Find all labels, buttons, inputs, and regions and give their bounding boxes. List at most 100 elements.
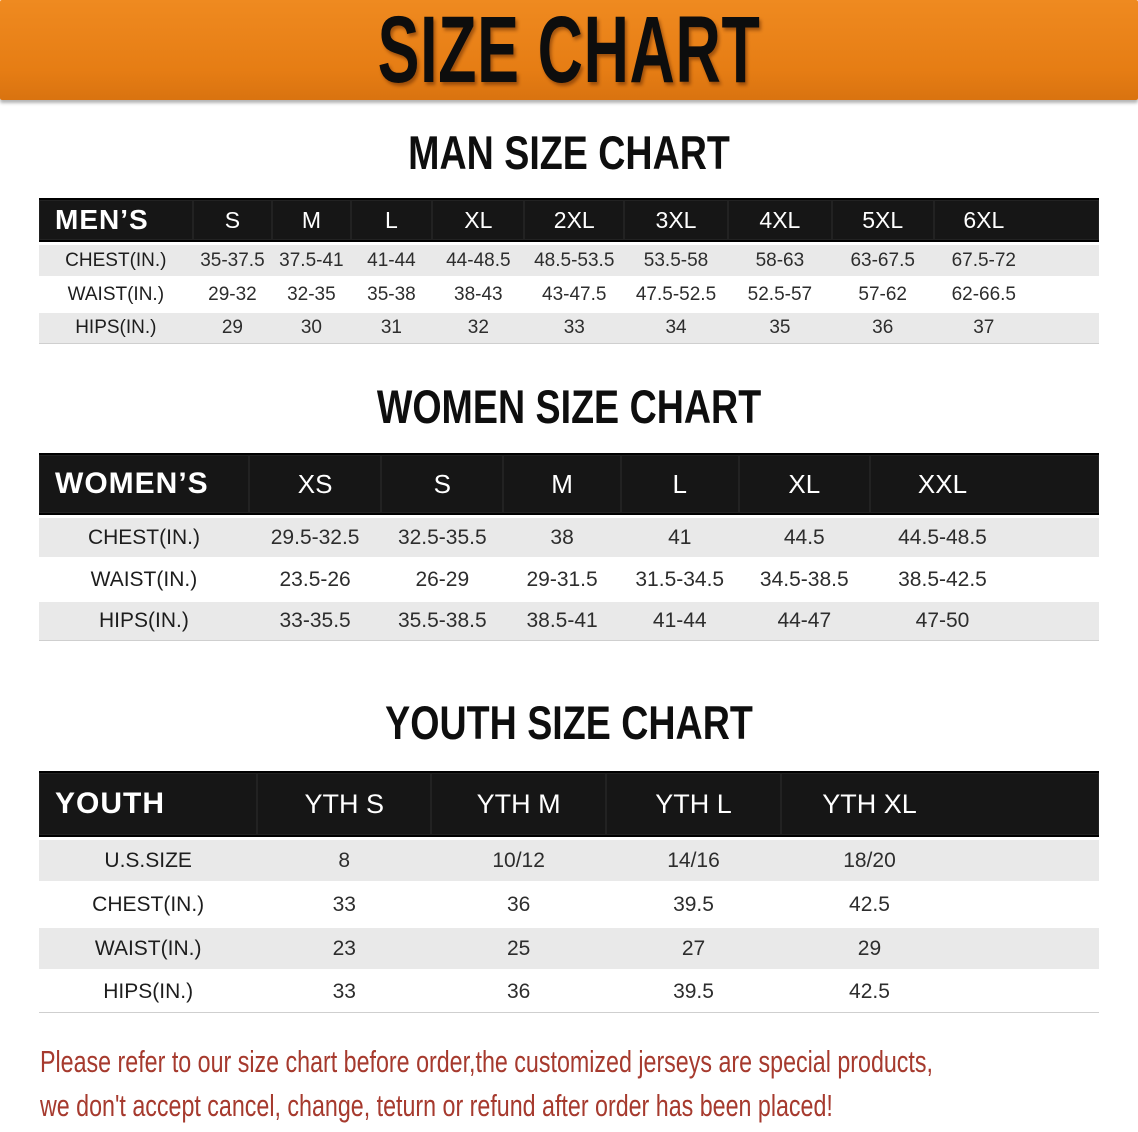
size-cell: 44-47 <box>738 602 871 641</box>
size-cell: 39.5 <box>606 972 781 1013</box>
row-label: CHEST(IN.) <box>39 518 249 557</box>
size-cell: 37.5-41 <box>272 245 351 276</box>
column-header: XXL <box>870 453 1099 515</box>
women-size-section: WOMEN SIZE CHART WOMEN’S XS S M L XL XXL CHES… <box>0 382 1138 644</box>
table-row: HIPS(IN.) 29 30 31 32 33 34 35 36 37 <box>39 313 1099 344</box>
size-cell: 29.5-32.5 <box>248 518 382 557</box>
row-label: HIPS(IN.) <box>39 602 249 641</box>
table-row: HIPS(IN.) 33-35.5 35.5-38.5 38.5-41 41-44 44-… <box>39 602 1099 641</box>
size-cell: 44.5-48.5 <box>870 518 1099 557</box>
size-cell: 32-35 <box>287 283 336 305</box>
size-cell: 41-44 <box>620 602 739 641</box>
column-header: S <box>381 453 504 515</box>
youth-size-table: YOUTH YTH S YTH M YTH L YTH XL U.S.SIZE 8 10/… <box>39 768 1099 1016</box>
table-row: U.S.SIZE 8 10/12 14/16 18/20 <box>39 840 1099 881</box>
size-cell: 33 <box>332 892 356 916</box>
column-header: L <box>350 198 433 242</box>
size-cell: 57-62 <box>858 283 907 305</box>
size-cell: 29-31.5 <box>526 567 598 591</box>
women-size-table: WOMEN’S XS S M L XL XXL CHEST(IN.) 29.5-32.5 32… <box>39 450 1099 644</box>
size-cell: 38 <box>503 518 621 557</box>
youth-section-heading: YOUTH SIZE CHART <box>385 696 753 749</box>
table-row: WAIST(IN.) 23.5-26 26-29 29-31.5 31.5-34.5 34… <box>39 560 1099 599</box>
size-cell: 63-67.5 <box>831 245 934 276</box>
size-cell: 38-43 <box>454 283 503 305</box>
size-cell: 41 <box>620 518 739 557</box>
size-cell: 39.5 <box>673 892 714 916</box>
size-cell: 10/12 <box>431 840 607 881</box>
banner-title: SIZE CHART <box>377 0 761 103</box>
column-header: YTH XL <box>780 771 1099 837</box>
men-section-heading: MAN SIZE CHART <box>408 126 730 179</box>
youth-size-section: YOUTH SIZE CHART YOUTH YTH S YTH M YTH L YT… <box>0 698 1138 1016</box>
men-size-section: MAN SIZE CHART MEN’S S M L XL 2XL 3XL 4XL 5XL 6X… <box>0 128 1138 347</box>
women-section-heading: WOMEN SIZE CHART <box>376 380 762 433</box>
column-header: L <box>620 453 739 515</box>
row-label: CHEST(IN.) <box>92 892 205 916</box>
column-header: 2XL <box>524 198 625 242</box>
row-label: WAIST(IN.) <box>90 567 198 591</box>
column-header: 5XL <box>831 198 934 242</box>
header-row: MEN’S S M L XL 2XL 3XL 4XL 5XL 6XL <box>39 198 1099 242</box>
disclaimer-text: Please refer to our size chart before or… <box>40 1040 1138 1128</box>
youth-table-header: YOUTH YTH S YTH M YTH L YTH XL <box>39 771 1099 837</box>
size-cell: 33 <box>257 972 432 1013</box>
disclaimer-line-1: Please refer to our size chart before or… <box>40 1044 933 1079</box>
size-cell: 38.5-42.5 <box>898 567 987 591</box>
size-cell: 35.5-38.5 <box>381 602 504 641</box>
men-table-header: MEN’S S M L XL 2XL 3XL 4XL 5XL 6XL <box>39 198 1099 242</box>
size-cell: 34.5-38.5 <box>759 567 849 591</box>
table-row: CHEST(IN.) 29.5-32.5 32.5-35.5 38 41 44.5 44.5… <box>39 518 1099 557</box>
size-cell: 36 <box>831 313 934 344</box>
table-row: CHEST(IN.) 33 36 39.5 42.5 <box>39 884 1099 925</box>
size-cell: 34 <box>624 313 728 344</box>
row-label: U.S.SIZE <box>39 840 258 881</box>
disclaimer-line-2: we don't accept cancel, change, teturn o… <box>40 1088 833 1123</box>
header-row: YOUTH YTH S YTH M YTH L YTH XL <box>39 771 1099 837</box>
column-header: 4XL <box>727 198 832 242</box>
size-cell: 42.5 <box>849 892 890 916</box>
size-cell: 37 <box>933 313 1099 344</box>
size-cell: 35-38 <box>367 283 416 305</box>
column-header: XL <box>432 198 525 242</box>
size-cell: 58-63 <box>727 245 832 276</box>
size-cell: 36 <box>506 892 531 916</box>
size-cell: 25 <box>431 928 607 969</box>
size-cell: 29 <box>780 928 1099 969</box>
youth-table-body: U.S.SIZE 8 10/12 14/16 18/20 CHEST(IN.) 33 36 39… <box>39 840 1099 1013</box>
column-header: XL <box>738 453 871 515</box>
size-cell: 29-32 <box>208 283 257 305</box>
size-cell: 44-48.5 <box>432 245 525 276</box>
size-cell: 41-44 <box>350 245 433 276</box>
column-header: YTH L <box>606 771 781 837</box>
row-label: WAIST(IN.) <box>67 283 165 305</box>
youth-group-label: YOUTH <box>39 771 258 837</box>
column-header: 3XL <box>624 198 728 242</box>
size-cell: 30 <box>272 313 351 344</box>
size-chart-banner: SIZE CHART <box>0 0 1138 100</box>
size-cell: 36 <box>431 972 607 1013</box>
size-cell: 42.5 <box>780 972 1099 1013</box>
table-row: HIPS(IN.) 33 36 39.5 42.5 <box>39 972 1099 1013</box>
men-table-body: CHEST(IN.) 35-37.5 37.5-41 41-44 44-48.5 48.5… <box>39 245 1099 344</box>
table-row: WAIST(IN.) 29-32 32-35 35-38 38-43 43-47.5 47.… <box>39 279 1099 310</box>
men-group-label: MEN’S <box>39 198 193 242</box>
table-row: CHEST(IN.) 35-37.5 37.5-41 41-44 44-48.5 48.5… <box>39 245 1099 276</box>
column-header: YTH M <box>431 771 607 837</box>
size-cell: 48.5-53.5 <box>524 245 625 276</box>
women-table-body: CHEST(IN.) 29.5-32.5 32.5-35.5 38 41 44.5 44.5… <box>39 518 1099 641</box>
size-cell: 32 <box>432 313 525 344</box>
size-cell: 52.5-57 <box>747 283 813 305</box>
women-group-label: WOMEN’S <box>39 453 249 515</box>
column-header: YTH S <box>257 771 432 837</box>
size-cell: 29 <box>192 313 273 344</box>
table-row: WAIST(IN.) 23 25 27 29 <box>39 928 1099 969</box>
size-cell: 47-50 <box>870 602 1099 641</box>
size-cell: 44.5 <box>738 518 871 557</box>
row-label: CHEST(IN.) <box>39 245 193 276</box>
header-row: WOMEN’S XS S M L XL XXL <box>39 453 1099 515</box>
size-cell: 62-66.5 <box>951 283 1017 305</box>
size-cell: 18/20 <box>780 840 1099 881</box>
size-cell: 67.5-72 <box>933 245 1099 276</box>
size-cell: 14/16 <box>606 840 781 881</box>
